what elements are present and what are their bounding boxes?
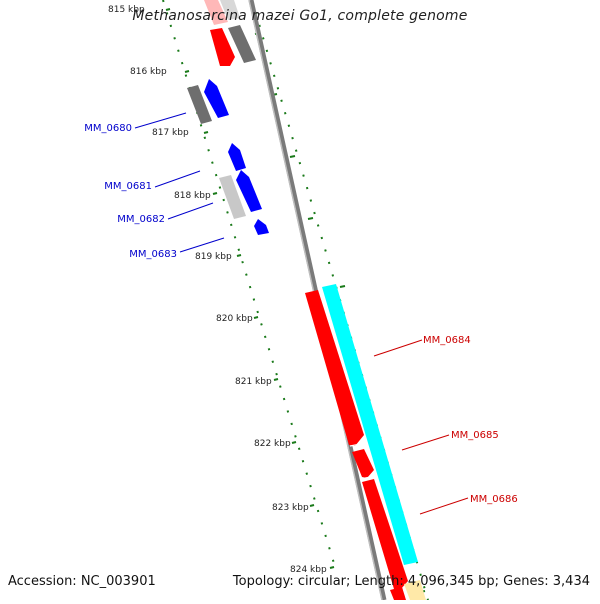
map-title: Methanosarcina mazei Go1, complete genom…: [132, 8, 468, 24]
reverse-gene-leaders: [134, 112, 225, 253]
kbp-labels: 815 kbp 816 kbp 817 kbp 818 kbp 819 kbp 820 k…: [108, 5, 327, 575]
top-forward-cds: [210, 28, 235, 66]
kbp-label: 823 kbp: [272, 503, 309, 513]
top-gray-feature: [228, 25, 256, 63]
kbp-label: 818 kbp: [174, 191, 211, 201]
left-major-ticks: [165, 8, 335, 569]
kbp-label: 821 kbp: [235, 377, 272, 387]
gene-label[interactable]: MM_0680: [84, 123, 132, 134]
gene-mm0682-gray: [219, 175, 246, 219]
genome-summary-text: Topology: circular; Length: 4,096,345 bp…: [232, 574, 590, 589]
gene-mm0681-cds-b: [236, 170, 262, 212]
feature-separators: [349, 442, 377, 480]
gene-label[interactable]: MM_0684: [423, 335, 471, 346]
reverse-gene-labels: MM_0680 MM_0681 MM_0682 MM_0683: [84, 123, 177, 260]
kbp-label: 822 kbp: [254, 439, 291, 449]
left-tick-track: [162, 0, 337, 571]
kbp-label: 820 kbp: [216, 314, 253, 324]
kbp-label: 817 kbp: [152, 128, 189, 138]
gene-label[interactable]: MM_0686: [470, 494, 518, 505]
gene-mm0685-cds: [352, 449, 374, 478]
accession-text: Accession: NC_003901: [8, 574, 156, 589]
kbp-label: 819 kbp: [195, 252, 232, 262]
gene-label[interactable]: MM_0682: [117, 214, 165, 225]
gene-label[interactable]: MM_0681: [104, 181, 152, 192]
forward-gene-labels: MM_0684 MM_0685 MM_0686: [423, 335, 518, 505]
gene-mm0680-gray: [187, 85, 212, 124]
gene-mm0684-cds: [305, 290, 364, 446]
top-forward-cds-faded: [204, 0, 228, 25]
forward-gene-leaders: [373, 339, 469, 515]
gene-label[interactable]: MM_0685: [451, 430, 499, 441]
kbp-label: 824 kbp: [290, 565, 327, 575]
kbp-label: 816 kbp: [130, 67, 167, 77]
gene-mm0680-cds: [204, 79, 229, 118]
gene-cyan-feature: [322, 284, 418, 565]
gene-label[interactable]: MM_0683: [129, 249, 177, 260]
gene-mm0686-cds: [362, 479, 408, 590]
bottom-forward-cds: [390, 587, 406, 600]
gene-mm0681-cds-a: [228, 143, 246, 171]
bottom-yellow-feature: [404, 580, 426, 600]
gene-mm0683-cds: [254, 219, 269, 235]
top-gray-feature-faded: [220, 0, 240, 20]
kbp-label: 815 kbp: [108, 5, 145, 15]
